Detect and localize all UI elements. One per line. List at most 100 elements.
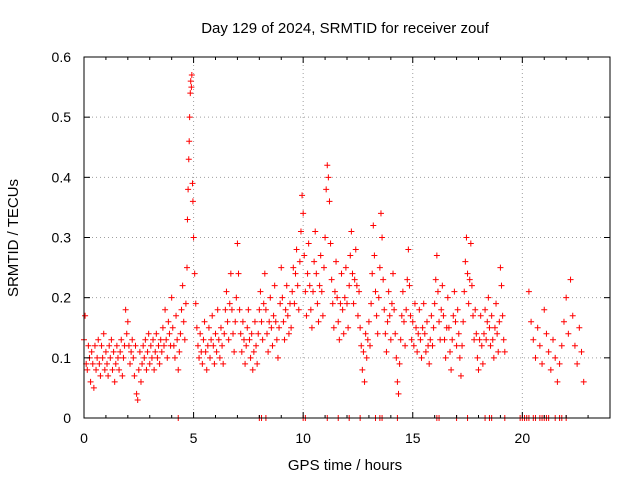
data-point (318, 288, 325, 295)
data-point (319, 312, 326, 319)
data-point (134, 396, 141, 403)
data-point (156, 360, 163, 367)
data-point (153, 330, 160, 337)
data-point (340, 330, 347, 337)
data-point (128, 348, 135, 355)
data-point (396, 360, 403, 367)
data-point (109, 366, 116, 373)
data-point (416, 306, 423, 313)
data-point (468, 282, 475, 289)
data-point (479, 360, 486, 367)
data-point (547, 366, 554, 373)
data-point (192, 300, 199, 307)
data-point (123, 330, 130, 337)
data-point (578, 348, 585, 355)
data-point (491, 324, 498, 331)
data-point (373, 312, 380, 319)
data-point (428, 312, 435, 319)
data-point (175, 366, 182, 373)
data-point (220, 360, 227, 367)
x-axis-label: GPS time / hours (288, 457, 402, 474)
data-point (445, 324, 452, 331)
chart-title: Day 129 of 2024, SRMTID for receiver zou… (201, 20, 489, 37)
data-point (280, 318, 287, 325)
data-point (483, 336, 490, 343)
data-point (411, 300, 418, 307)
x-tick-label: 0 (80, 430, 88, 446)
data-point (475, 366, 482, 373)
data-point (497, 264, 504, 271)
data-point (381, 306, 388, 313)
data-point (335, 318, 342, 325)
data-point (188, 84, 195, 91)
y-tick-label: 0.6 (52, 49, 72, 65)
data-point (301, 252, 308, 259)
data-point (261, 270, 268, 277)
data-point (331, 288, 338, 295)
data-point (369, 270, 376, 277)
data-point (565, 330, 572, 337)
data-point (426, 360, 433, 367)
data-point (238, 348, 245, 355)
data-point (305, 240, 312, 247)
data-point (185, 186, 192, 193)
data-point (433, 252, 440, 259)
data-point (199, 360, 206, 367)
data-point (191, 270, 198, 277)
data-point (144, 348, 151, 355)
x-tick-label: 5 (190, 430, 198, 446)
data-point (501, 348, 508, 355)
data-point (201, 318, 208, 325)
data-point (130, 354, 137, 361)
data-point (444, 294, 451, 301)
data-point (536, 342, 543, 349)
data-point (186, 114, 193, 121)
data-point (294, 282, 301, 289)
data-point (250, 348, 257, 355)
data-point (325, 174, 332, 181)
data-point (375, 294, 382, 301)
data-point (187, 78, 194, 85)
data-point (118, 336, 125, 343)
data-point (170, 342, 177, 349)
data-point (323, 186, 330, 193)
data-point (222, 306, 229, 313)
data-point (283, 282, 290, 289)
data-point (384, 318, 391, 325)
data-point (486, 324, 493, 331)
data-point (434, 288, 441, 295)
y-tick-label: 0.4 (52, 169, 72, 185)
data-point (281, 336, 288, 343)
data-point (361, 378, 368, 385)
data-point (230, 330, 237, 337)
data-point (98, 342, 105, 349)
data-point (285, 330, 292, 337)
data-point (131, 372, 138, 379)
data-point (251, 318, 258, 325)
data-point (344, 300, 350, 307)
data-point (423, 318, 430, 325)
data-point (356, 288, 363, 295)
data-point (226, 300, 233, 307)
data-point (393, 354, 400, 361)
data-point (209, 312, 216, 319)
data-point (296, 258, 303, 265)
data-point (438, 306, 445, 313)
data-point (351, 276, 358, 283)
data-point (543, 330, 550, 337)
data-point (224, 318, 231, 325)
data-point (236, 306, 243, 313)
data-point (186, 138, 193, 145)
data-point (576, 324, 583, 331)
data-point (386, 312, 393, 319)
data-point (272, 318, 279, 325)
data-point (239, 318, 246, 325)
data-point (377, 210, 384, 217)
data-point (245, 306, 252, 313)
data-point (256, 306, 263, 313)
data-point (266, 318, 273, 325)
data-point (314, 300, 321, 307)
data-point (372, 288, 379, 295)
data-point (259, 336, 266, 343)
data-point (477, 312, 484, 319)
